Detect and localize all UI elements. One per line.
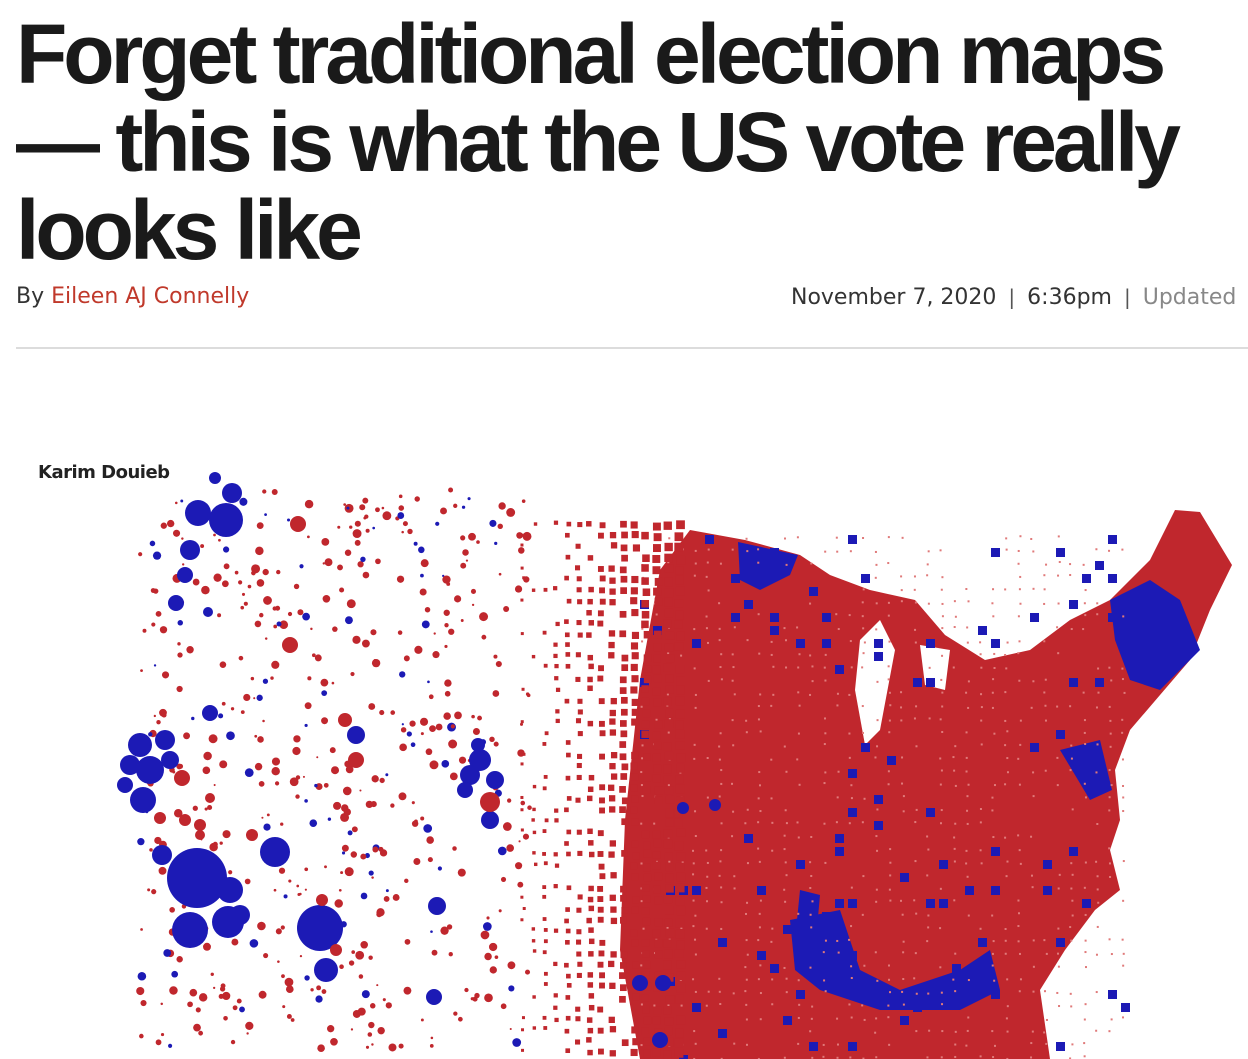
byline: By Eileen AJ Connelly (16, 280, 249, 314)
updated-label: Updated (1142, 285, 1237, 310)
separator: | (1123, 285, 1131, 309)
publish-time: 6:36pm (1027, 285, 1112, 310)
publish-date: November 7, 2020 (791, 285, 997, 310)
election-map-figure: Karim Douieb (0, 350, 1248, 1059)
byline-prefix: By (16, 284, 45, 309)
image-credit: Karim Douieb (38, 462, 170, 483)
headline: Forget traditional election maps — this … (16, 7, 1181, 277)
separator: | (1008, 285, 1016, 309)
divider (16, 347, 1248, 349)
us-election-map-image (117, 472, 1232, 1059)
publish-meta: November 7, 2020 | 6:36pm | Updated (791, 280, 1236, 315)
byline-row: By Eileen AJ Connelly November 7, 2020 | 6… (16, 280, 1248, 314)
author-link[interactable]: Eileen AJ Connelly (51, 284, 250, 309)
